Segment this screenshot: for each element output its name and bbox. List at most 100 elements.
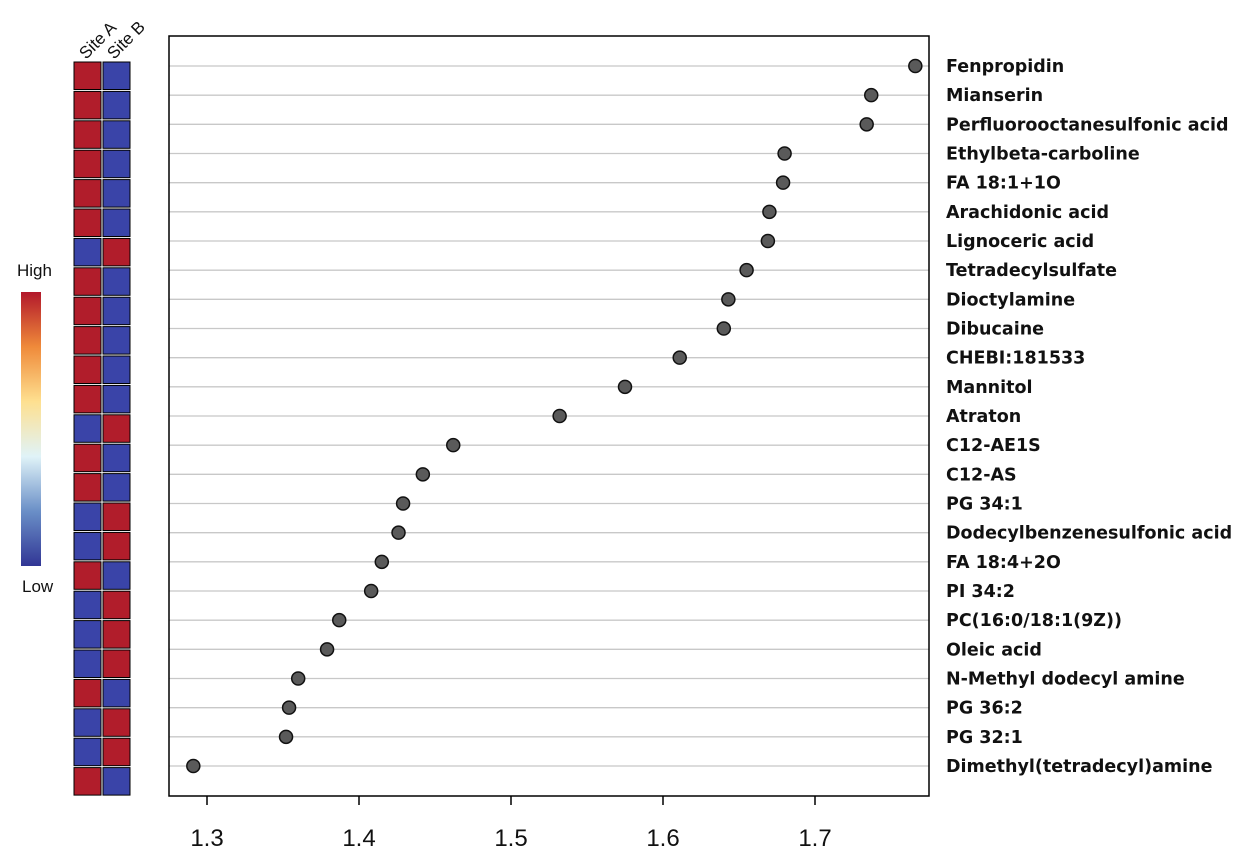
data-point (716, 321, 732, 336)
x-tick-label: 1.3 (190, 825, 223, 852)
heatmap-cell-site-b (102, 531, 131, 561)
heatmap-cell-site-b (102, 179, 131, 208)
data-point (395, 496, 411, 511)
data-point (186, 758, 201, 774)
legend-color-bar (21, 292, 41, 566)
heatmap-cell-site-b (102, 326, 131, 355)
data-point (721, 292, 736, 307)
data-point (775, 175, 791, 190)
row-label: PC(16:0/18:1(9Z)) (946, 611, 1122, 631)
row-label: C12-AS (946, 465, 1017, 485)
heatmap-cell-site-b (102, 90, 131, 120)
data-point (762, 204, 777, 220)
row-label: Oleic acid (946, 640, 1042, 660)
data-point (445, 437, 461, 453)
heatmap-cell-site-a (73, 737, 102, 767)
heatmap-cell-site-a (73, 620, 102, 649)
x-tick-label: 1.4 (342, 825, 375, 852)
heatmap-cell-site-b (102, 384, 131, 414)
heatmap-cell-site-b (102, 708, 131, 737)
heatmap-cell-site-a (73, 237, 102, 267)
heatmap-cell-site-a (73, 326, 102, 355)
heatmap-cell-site-a (73, 531, 102, 561)
heatmap-cell-site-b (102, 443, 131, 473)
heatmap-cell-site-a (73, 443, 102, 473)
row-label: Lignoceric acid (946, 232, 1094, 252)
heatmap-cell-site-a (73, 473, 102, 502)
heatmap-cell-site-b (102, 502, 131, 531)
row-label: Dibucaine (946, 320, 1044, 340)
data-point (363, 583, 379, 599)
row-label: PG 36:2 (946, 699, 1023, 719)
row-label: PI 34:2 (946, 582, 1015, 602)
x-axis: 1.3 1.4 1.5 1.6 1.7 (190, 796, 832, 852)
heatmap-cell-site-a (73, 561, 102, 590)
row-label: C12-AE1S (946, 436, 1041, 456)
data-point (319, 642, 335, 657)
heatmap-cell-site-a (73, 120, 102, 149)
data-point (760, 233, 776, 249)
data-point (617, 379, 633, 395)
heatmap-cell-site-b (102, 620, 131, 649)
data-point (331, 612, 347, 628)
data-point (908, 58, 923, 74)
data-point (552, 408, 567, 424)
row-label: Dioctylamine (946, 290, 1075, 310)
heatmap-cell-site-b (102, 120, 131, 149)
heatmap-cell-site-a (73, 149, 102, 179)
heatmap-cell-site-a (73, 590, 102, 620)
row-labels: Fenpropidin Mianserin Perfluorooctanesulfo… (946, 57, 1232, 777)
data-point (777, 146, 792, 161)
row-label: Atraton (946, 407, 1021, 427)
heatmap-cell-site-a (73, 678, 102, 708)
data-points (186, 58, 923, 774)
heatmap-cell-site-a (73, 414, 102, 443)
row-label: Mianserin (946, 86, 1043, 106)
row-gridlines (169, 65, 929, 767)
heatmap-cell-site-a (73, 90, 102, 120)
data-point (391, 525, 406, 540)
heatmap-cell-site-a (73, 649, 102, 678)
data-point (281, 700, 297, 715)
data-point (290, 671, 306, 686)
heatmap-cell-site-b (102, 414, 131, 443)
heatmap-cell-site-b (102, 767, 131, 796)
heatmap-cell-site-a (73, 502, 102, 531)
heatmap-cell-site-b (102, 678, 131, 708)
legend-high-label: High (17, 261, 52, 280)
data-point (415, 467, 431, 482)
data-point (859, 117, 874, 132)
row-label: Dimethyl(tetradecyl)amine (946, 757, 1213, 777)
heatmap-cell-site-b (102, 208, 131, 237)
row-label: N-Methyl dodecyl amine (946, 670, 1185, 690)
row-label: Arachidonic acid (946, 203, 1109, 223)
plot-frame (168, 35, 930, 797)
heatmap-cell-site-a (73, 708, 102, 737)
x-tick-label: 1.6 (646, 825, 679, 852)
row-label: Ethylbeta-carboline (946, 145, 1140, 165)
heatmap-cell-site-a (73, 61, 102, 90)
row-label: Fenpropidin (946, 57, 1064, 77)
heatmap-cell-site-b (102, 267, 131, 296)
heatmap-cell-site-a (73, 767, 102, 796)
heatmap-cell-site-a (73, 179, 102, 208)
heatmap-cell-site-b (102, 61, 131, 90)
row-label: FA 18:4+2O (946, 553, 1061, 573)
data-point (739, 262, 754, 278)
legend-low-label: Low (22, 577, 54, 596)
heatmap-cell-site-a (73, 355, 102, 384)
heatmap-cell-site-a (73, 296, 102, 326)
data-point (278, 729, 294, 745)
heatmap-cell-site-b (102, 237, 131, 267)
row-label: CHEBI:181533 (946, 349, 1085, 369)
color-legend: High Low (17, 261, 54, 596)
heatmap-cell-site-a (73, 267, 102, 296)
row-label: PG 34:1 (946, 495, 1023, 515)
heatmap-cell-site-b (102, 473, 131, 502)
heatmap-cell-site-a (73, 208, 102, 237)
data-point (863, 87, 879, 103)
row-label: Perfluorooctanesulfonic acid (946, 115, 1228, 135)
x-tick-label: 1.7 (798, 825, 831, 852)
row-label: Dodecylbenzenesulfonic acid (946, 524, 1232, 544)
